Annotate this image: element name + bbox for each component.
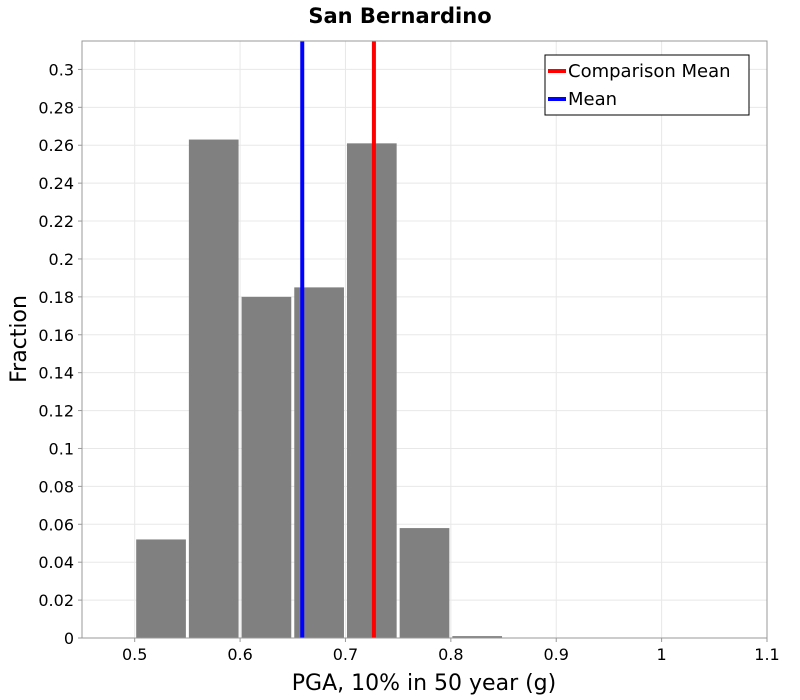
x-axis-ticks: 0.5 0.6 0.7 0.8 0.9 1 1.1 [122,638,780,664]
y-tick-label: 0.28 [38,98,74,117]
x-tick-label: 1 [657,645,667,664]
legend-label: Mean [568,89,617,110]
x-tick-label: 0.6 [227,645,252,664]
y-tick-label: 0.14 [38,364,74,383]
y-tick-label: 0.18 [38,288,74,307]
histogram-bar [136,539,186,638]
histogram-bar [399,528,450,638]
mean-lines-group [300,41,376,638]
x-tick-label: 1.1 [754,645,779,664]
x-tick-label: 0.5 [122,645,147,664]
y-tick-label: 0.08 [38,477,74,496]
histogram-bar [346,143,397,639]
chart-title: San Bernardino [308,4,491,28]
y-tick-label: 0.12 [38,402,74,421]
histogram-bar [188,139,239,639]
y-tick-label: 0.04 [38,553,74,572]
y-axis-ticks: 0 0.02 0.04 0.06 0.08 0.1 0.12 0.14 0.16 0.18 0.2 0… [38,60,82,648]
y-axis-label: Fraction [7,295,32,383]
y-tick-label: 0.24 [38,174,74,193]
x-tick-label: 0.7 [333,645,358,664]
legend: Comparison Mean Mean [544,54,750,116]
y-tick-label: 0.16 [38,326,74,345]
bars-group [136,139,503,639]
plot-border [81,40,768,639]
y-tick-label: 0.26 [38,136,74,155]
x-tick-label: 0.8 [438,645,463,664]
y-tick-label: 0.3 [49,60,74,79]
y-tick-label: 0.2 [49,250,74,269]
legend-box [544,54,750,116]
y-tick-label: 0.06 [38,515,74,534]
x-tick-label: 0.9 [544,645,569,664]
y-tick-label: 0.1 [49,439,74,458]
x-axis-label: PGA, 10% in 50 year (g) [292,671,556,696]
y-tick-label: 0.22 [38,212,74,231]
legend-label: Comparison Mean [568,61,731,82]
histogram-bar [241,296,292,638]
y-tick-label: 0.02 [38,591,74,610]
y-tick-label: 0 [64,629,74,648]
histogram-bar [452,636,503,638]
